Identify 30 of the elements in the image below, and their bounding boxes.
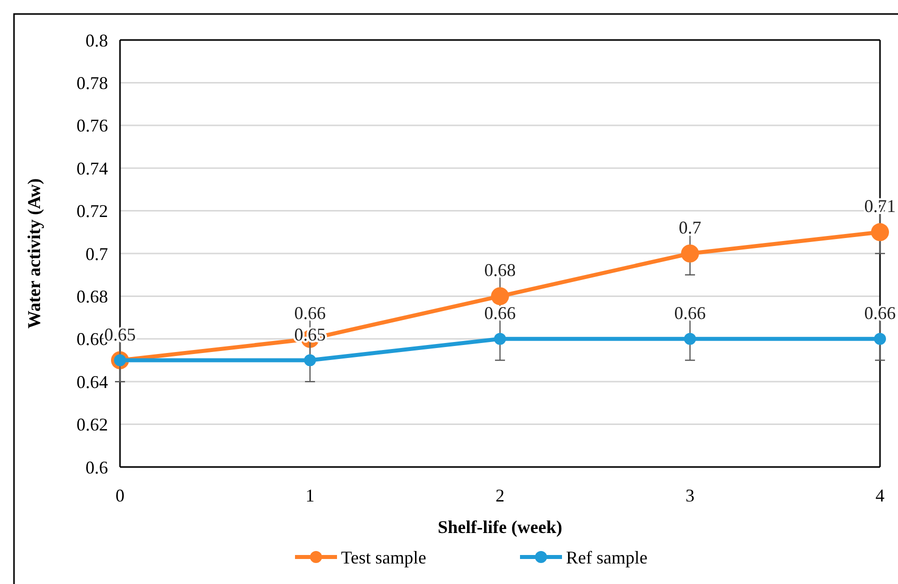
point bbox=[304, 354, 316, 366]
y-tick-label: 0.76 bbox=[76, 116, 108, 136]
x-tick-label: 4 bbox=[876, 485, 884, 506]
x-axis-title: Shelf-life (week) bbox=[438, 517, 562, 537]
point bbox=[681, 244, 699, 262]
point bbox=[491, 287, 509, 306]
point bbox=[871, 223, 889, 242]
x-tick-label: 3 bbox=[686, 485, 694, 506]
y-tick-label: 0.72 bbox=[76, 201, 108, 222]
data-label: 0.68 bbox=[484, 260, 516, 280]
data-label: 0.66 bbox=[294, 302, 326, 323]
y-tick-label: 0.8 bbox=[86, 30, 108, 50]
y-tick-label: 0.7 bbox=[86, 244, 108, 264]
y-tick-label: 0.62 bbox=[76, 414, 108, 435]
y-tick-label: 0.78 bbox=[76, 73, 108, 93]
x-tick-label: 0 bbox=[116, 485, 124, 506]
point bbox=[684, 332, 696, 345]
y-tick-label: 0.68 bbox=[76, 286, 108, 306]
y-tick-label: 0.64 bbox=[76, 372, 108, 392]
point bbox=[874, 332, 886, 345]
y-tick-label: 0.74 bbox=[76, 158, 108, 178]
data-label: 0.66 bbox=[674, 302, 706, 323]
data-label: 0.7 bbox=[678, 218, 702, 238]
y-tick-label: 0.6 bbox=[86, 457, 108, 478]
x-tick-label: 2 bbox=[496, 485, 504, 506]
legend-label: Ref sample bbox=[566, 547, 648, 568]
point bbox=[494, 332, 506, 345]
x-tick-label: 1 bbox=[306, 485, 314, 506]
y-axis-title: Water activity (Aw) bbox=[24, 178, 44, 329]
legend-label: Test sample bbox=[341, 547, 426, 568]
